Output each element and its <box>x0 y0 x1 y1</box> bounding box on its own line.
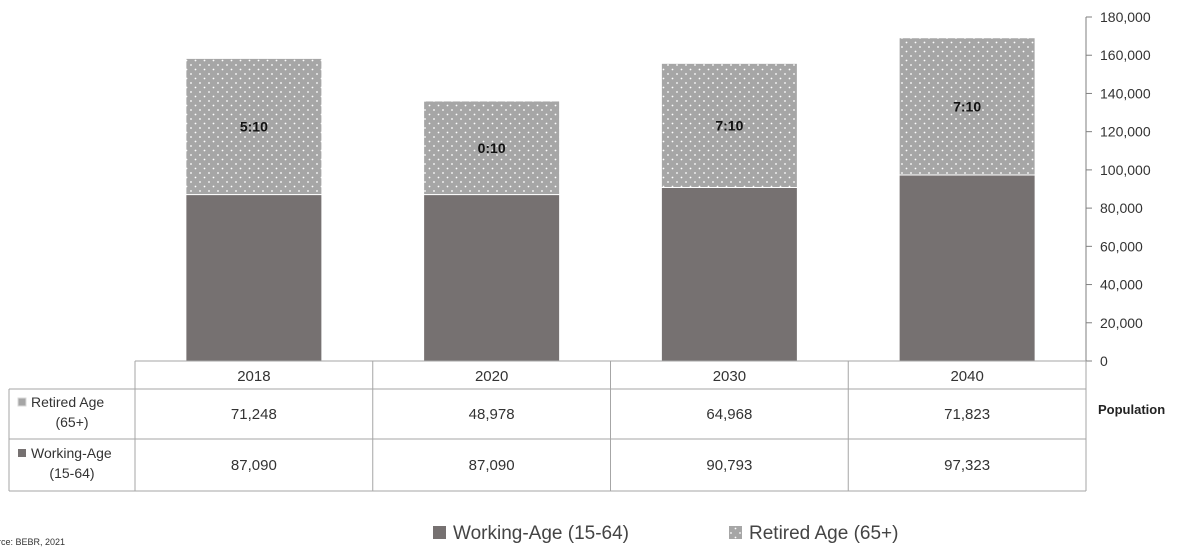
row-key-swatch <box>17 397 27 407</box>
bar-working-age-2040 <box>898 174 1036 362</box>
table-cell: 64,968 <box>706 406 752 423</box>
bar-retired-age-2018 <box>185 57 323 196</box>
y-axis: 0 20,000 40,000 60,000 80,000 100,000 120,000 1… <box>135 9 1165 417</box>
legend-label: Retired Age (65+) <box>749 523 898 544</box>
row-header-sub: (15-64) <box>49 465 94 481</box>
ratio-label-2020: 0:10 <box>478 140 506 156</box>
table-cell: 71,248 <box>231 406 277 423</box>
bar-retired-age-2030 <box>660 62 798 188</box>
bar-retired-age-2040 <box>898 37 1036 176</box>
bar-working-age-2030 <box>660 186 798 362</box>
bar-retired-age-2020 <box>423 100 561 196</box>
row-header-sub: (65+) <box>55 414 88 430</box>
y-tick-label: 100,000 <box>1100 162 1151 178</box>
data-table: 2018 2020 2030 2040 Retired Age (65+) 71,248 48… <box>8 360 1087 492</box>
table-header-2040: 2040 <box>950 368 983 385</box>
legend-label: Working-Age (15-64) <box>453 523 629 544</box>
y-tick-label: 60,000 <box>1100 238 1143 254</box>
y-tick-label: 80,000 <box>1100 200 1143 216</box>
bar-working-age-2020 <box>423 194 561 362</box>
source-note: rce: BEBR, 2021 <box>0 537 65 547</box>
table-header-2030: 2030 <box>713 368 746 385</box>
table-header-2020: 2020 <box>475 368 508 385</box>
table-cell: 87,090 <box>231 457 277 474</box>
y-tick-label: 40,000 <box>1100 277 1143 293</box>
y-tick-label: 0 <box>1100 353 1108 369</box>
y-axis-title: Population <box>1098 402 1165 417</box>
bar-labels-group: 5:10 0:10 7:10 7:10 <box>240 98 981 155</box>
table-cell: 97,323 <box>944 457 990 474</box>
legend-swatch <box>433 526 446 539</box>
table-cell: 87,090 <box>469 457 515 474</box>
y-tick-label: 180,000 <box>1100 9 1151 25</box>
legend-swatch <box>729 526 742 539</box>
y-tick-label: 20,000 <box>1100 315 1143 331</box>
ratio-label-2018: 5:10 <box>240 118 268 134</box>
table-cell: 71,823 <box>944 406 990 423</box>
row-key-swatch <box>18 449 26 457</box>
y-tick-label: 120,000 <box>1100 124 1151 140</box>
legend: Working-Age (15-64) Retired Age (65+) <box>433 523 898 544</box>
table-cell: 90,793 <box>706 457 752 474</box>
y-tick-label: 140,000 <box>1100 85 1151 101</box>
y-tick-label: 160,000 <box>1100 47 1151 63</box>
ratio-label-2030: 7:10 <box>715 117 743 133</box>
table-header-2018: 2018 <box>237 368 270 385</box>
bar-working-age-2018 <box>185 194 323 362</box>
row-header: Working-Age <box>31 445 112 461</box>
bars-group <box>185 37 1036 362</box>
row-header: Retired Age <box>31 394 104 410</box>
ratio-label-2040: 7:10 <box>953 98 981 114</box>
table-cell: 48,978 <box>469 406 515 423</box>
